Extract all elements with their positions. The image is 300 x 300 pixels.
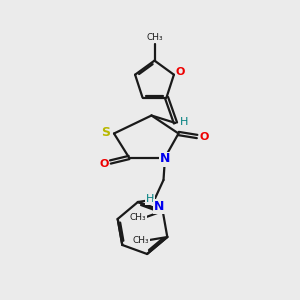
- Text: CH₃: CH₃: [133, 236, 149, 244]
- Text: O: O: [176, 67, 185, 77]
- Text: S: S: [101, 125, 110, 139]
- Text: N: N: [160, 152, 170, 166]
- Text: N: N: [154, 200, 164, 213]
- Text: H: H: [146, 194, 154, 205]
- Text: O: O: [99, 159, 109, 170]
- Text: CH₃: CH₃: [130, 212, 146, 221]
- Text: O: O: [200, 131, 209, 142]
- Text: H: H: [180, 116, 189, 127]
- Text: CH₃: CH₃: [146, 33, 163, 42]
